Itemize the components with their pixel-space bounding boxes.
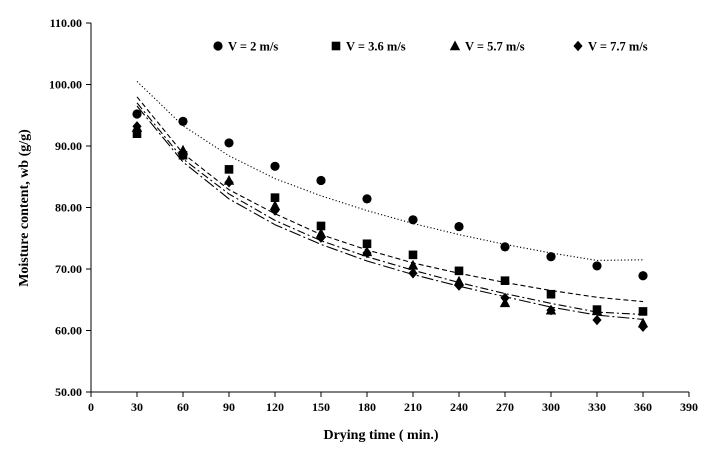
y-tick-label-70.00: 70.00 [55,262,82,276]
x-tick-label-150: 150 [312,400,330,414]
data-point-series-2-90 [224,165,234,174]
x-tick-label-300: 300 [542,400,560,414]
x-tick-label-390: 390 [680,400,698,414]
data-point-series-1-330 [592,261,602,271]
data-point-series-2-240 [454,266,464,276]
fit-line-series-2 [136,96,644,303]
data-point-series-1-150 [316,175,326,186]
data-point-series-4-360 [638,321,648,333]
data-point-series-1-120 [270,161,280,171]
y-tick-label-100.00: 100.00 [49,78,82,92]
x-tick-label-210: 210 [404,400,422,414]
data-point-series-2-180 [362,239,372,249]
x-tick-label-270: 270 [496,400,514,414]
legend-label-series-1: V = 2 m/s [228,40,278,54]
fit-lines-group [136,81,644,320]
data-point-series-2-30 [132,129,142,138]
y-tick-label-80.00: 80.00 [55,201,82,215]
data-point-series-4-210 [408,268,418,279]
legend-marker-series-1 [213,41,223,51]
legend-label-series-3: V = 5.7 m/s [465,40,525,54]
data-point-series-1-30 [132,109,142,119]
data-point-series-1-300 [546,252,556,262]
data-point-series-1-60 [178,116,188,126]
data-point-series-2-300 [546,289,556,299]
data-points-group [131,109,649,333]
data-point-series-3-120 [269,200,281,210]
y-tick-label-50.00: 50.00 [55,385,82,399]
data-point-series-2-360 [638,307,648,316]
fit-line-series-3 [136,102,644,316]
data-point-series-4-150 [316,232,326,243]
data-point-series-4-30 [132,121,142,132]
x-tick-label-120: 120 [266,400,284,414]
data-point-series-2-270 [500,276,510,285]
data-point-series-2-210 [408,250,418,260]
data-point-series-2-150 [316,221,326,231]
data-point-series-1-180 [362,194,372,204]
y-tick-label-90.00: 90.00 [55,139,82,153]
data-point-series-2-120 [270,193,280,202]
legend-label-series-2: V = 3.6 m/s [346,40,406,54]
fit-line-series-4 [136,105,644,320]
x-axis-title: Drying time ( min.) [323,428,438,443]
x-tick-label-360: 360 [634,400,652,414]
data-point-series-1-90 [224,138,234,148]
fit-line-series-1 [136,81,644,261]
legend-label-series-4: V = 7.7 m/s [588,40,648,54]
data-point-series-4-90 [224,177,234,188]
y-tick-label-110.00: 110.00 [50,16,82,30]
x-tick-label-240: 240 [450,400,468,414]
x-tick-label-60: 60 [177,400,189,414]
x-tick-label-0: 0 [88,400,94,414]
y-axis-title: Moisture content, wb (g/g) [17,129,32,287]
x-tick-label-330: 330 [588,400,606,414]
data-point-series-3-210 [407,259,419,270]
legend-marker-series-3 [449,40,461,51]
data-point-series-4-270 [500,292,510,304]
data-point-series-4-240 [454,280,464,291]
legend-marker-series-4 [573,40,583,52]
data-point-series-1-360 [638,271,648,281]
data-point-series-3-60 [177,144,189,155]
data-point-series-4-120 [270,205,280,216]
data-point-series-4-330 [592,314,602,326]
data-point-series-1-210 [408,215,418,225]
x-tick-label-30: 30 [131,400,143,414]
y-tick-label-60.00: 60.00 [55,324,82,338]
data-point-series-3-330 [591,305,603,316]
data-point-series-4-180 [362,247,372,259]
legend: V = 2 m/s V = 3.6 m/s V = 5.7 m/s V = 7.7 m… [213,40,648,54]
data-point-series-1-240 [454,221,464,232]
data-point-series-4-60 [178,150,188,161]
x-tick-label-180: 180 [358,400,376,414]
legend-marker-series-2 [331,41,341,51]
x-tick-label-90: 90 [223,400,235,414]
data-point-series-4-300 [546,305,556,316]
axes-group: 0 30 60 90 120 150 180 210 240 270 300 330 360 390 50.… [49,16,698,414]
data-point-series-1-270 [500,242,510,252]
